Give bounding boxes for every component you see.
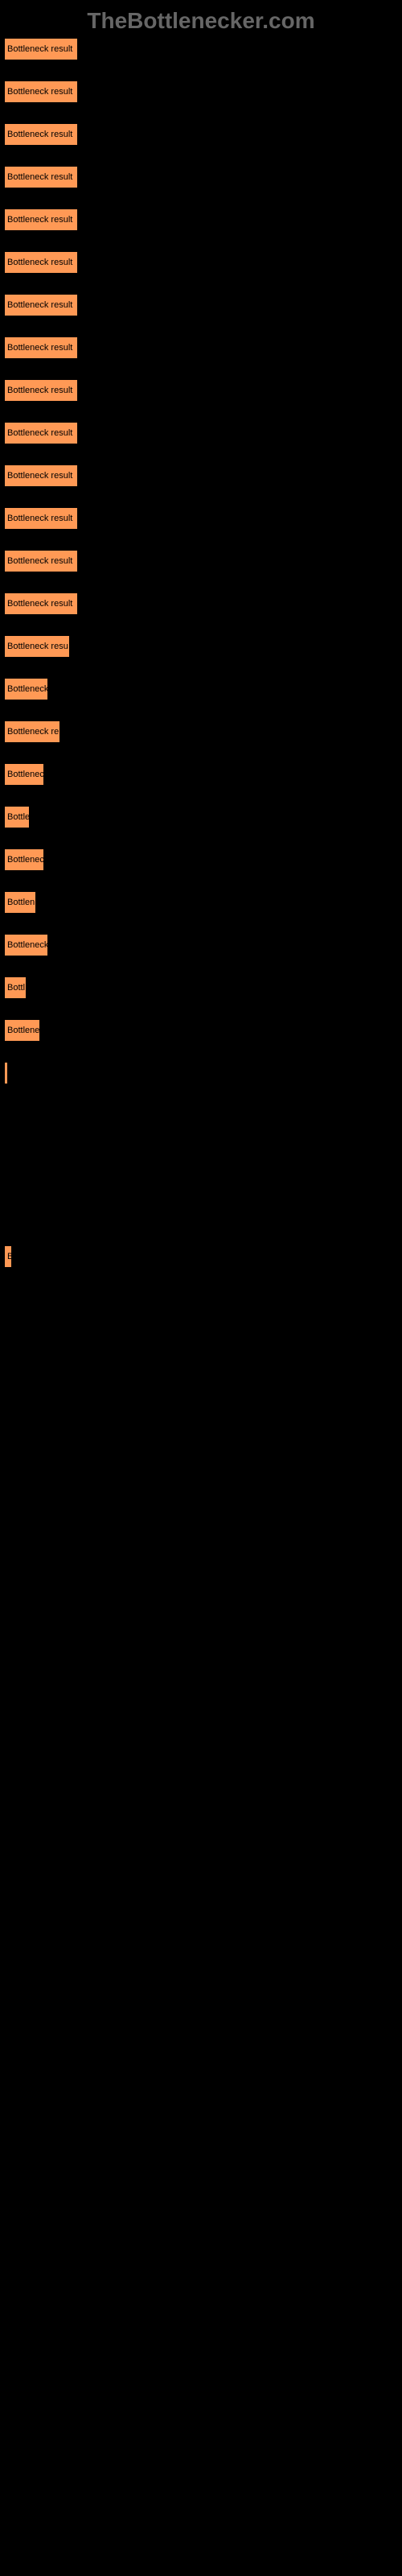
bar-label: Bottlenec — [7, 770, 44, 779]
bottleneck-bar[interactable]: Bottleneck result — [4, 464, 78, 487]
bar-label: Bottl — [7, 983, 25, 993]
bar-label: Bottleneck — [7, 940, 48, 950]
bottleneck-bar[interactable]: Bottleneck re — [4, 720, 60, 743]
bar-row: Bottlene — [4, 1019, 398, 1042]
bar-row: Bottleneck re — [4, 720, 398, 743]
bar-row: Bottleneck result — [4, 166, 398, 188]
bottleneck-bar[interactable]: Bottleneck result — [4, 251, 78, 274]
bar-row: Bottlen — [4, 891, 398, 914]
bottleneck-bar[interactable]: Bottleneck result — [4, 507, 78, 530]
bottleneck-bar[interactable]: Bottleneck result — [4, 166, 78, 188]
bars-container: Bottleneck result Bottleneck result Bottle… — [4, 38, 398, 1268]
bar-row: Bottleneck result — [4, 38, 398, 60]
bar-label: Bottleneck result — [7, 215, 72, 225]
bottleneck-bar[interactable]: Bottleneck result — [4, 422, 78, 444]
bar-row: Bottleneck result — [4, 379, 398, 402]
bar-label: Bottleneck result — [7, 130, 72, 139]
bar-label: Bottleneck result — [7, 514, 72, 523]
bottleneck-bar[interactable]: Bottleneck result — [4, 336, 78, 359]
bar-label: Bottle — [7, 812, 30, 822]
bar-label: B — [7, 1252, 12, 1261]
bar-label: Bottleneck result — [7, 386, 72, 395]
bottleneck-bar[interactable]: Bottleneck — [4, 934, 48, 956]
bar-label: Bottleneck result — [7, 258, 72, 267]
bar-label: Bottleneck re — [7, 727, 59, 737]
bar-label: Bottleneck result — [7, 172, 72, 182]
bottleneck-bar[interactable]: Bottlenec — [4, 848, 44, 871]
bar-row: Bottleneck resu — [4, 635, 398, 658]
bar-label: Bottleneck result — [7, 556, 72, 566]
bar-row: Bottleneck result — [4, 550, 398, 572]
bar-label: Bottleneck result — [7, 471, 72, 481]
bar-row: Bottleneck — [4, 934, 398, 956]
bar-row: Bottleneck result — [4, 464, 398, 487]
bar-row — [4, 1062, 398, 1084]
bar-row: Bottle — [4, 806, 398, 828]
bar-label: Bottleneck result — [7, 87, 72, 97]
bottleneck-bar[interactable]: Bottleneck result — [4, 550, 78, 572]
bar-label: Bottleneck resu — [7, 642, 68, 651]
bar-row: Bottlenec — [4, 763, 398, 786]
bar-row: Bottleneck result — [4, 592, 398, 615]
bar-row: Bottleneck — [4, 678, 398, 700]
bar-row: Bottleneck result — [4, 80, 398, 103]
bar-label: Bottleneck result — [7, 343, 72, 353]
bottleneck-bar[interactable]: Bottlenec — [4, 763, 44, 786]
bar-label: Bottlene — [7, 1026, 39, 1035]
bar-row: Bottleneck result — [4, 251, 398, 274]
bar-label: Bottleneck — [7, 684, 48, 694]
bottleneck-bar[interactable]: B — [4, 1245, 12, 1268]
bar-row: Bottl — [4, 976, 398, 999]
bar-row: B — [4, 1245, 398, 1268]
bottleneck-bar[interactable]: Bottlene — [4, 1019, 40, 1042]
bottleneck-bar[interactable]: Bottl — [4, 976, 27, 999]
bar-row: Bottleneck result — [4, 507, 398, 530]
site-title: TheBottlenecker.com — [4, 4, 398, 38]
bar-row: Bottleneck result — [4, 123, 398, 146]
bar-label: Bottleneck result — [7, 428, 72, 438]
bottleneck-bar[interactable]: Bottleneck — [4, 678, 48, 700]
bar-label: Bottleneck result — [7, 300, 72, 310]
bottleneck-bar[interactable]: Bottleneck result — [4, 80, 78, 103]
bar-row: Bottleneck result — [4, 422, 398, 444]
bottleneck-bar[interactable]: Bottleneck result — [4, 123, 78, 146]
bar-row: Bottlenec — [4, 848, 398, 871]
bottleneck-bar[interactable]: Bottleneck result — [4, 379, 78, 402]
bar-label: Bottlen — [7, 898, 35, 907]
bottleneck-bar[interactable]: Bottleneck result — [4, 592, 78, 615]
bottleneck-bar[interactable]: Bottlen — [4, 891, 36, 914]
bottleneck-bar[interactable]: Bottleneck resu — [4, 635, 70, 658]
bar-label: Bottlenec — [7, 855, 44, 865]
bottleneck-bar[interactable]: Bottle — [4, 806, 30, 828]
bottleneck-bar[interactable]: Bottleneck result — [4, 38, 78, 60]
bar-row: Bottleneck result — [4, 336, 398, 359]
bar-row: Bottleneck result — [4, 294, 398, 316]
bottleneck-bar[interactable]: Bottleneck result — [4, 208, 78, 231]
bar-row: Bottleneck result — [4, 208, 398, 231]
bar-label: Bottleneck result — [7, 44, 72, 54]
bar-label: Bottleneck result — [7, 599, 72, 609]
bottleneck-bar[interactable]: Bottleneck result — [4, 294, 78, 316]
bottleneck-bar[interactable] — [4, 1062, 8, 1084]
